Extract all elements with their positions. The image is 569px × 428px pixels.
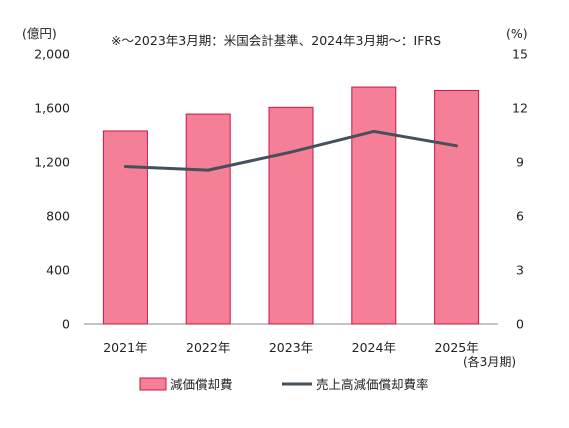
- left-tick-label: 0: [62, 317, 70, 332]
- right-axis-ticks: 0 3 6 9 12 15: [512, 47, 528, 332]
- bar: [185, 113, 231, 325]
- right-tick-label: 0: [516, 317, 524, 332]
- left-axis-unit: (億円): [22, 26, 57, 41]
- left-tick-label: 800: [46, 209, 70, 224]
- bar: [268, 106, 314, 325]
- ratio-line: [123, 129, 459, 172]
- right-axis-unit: (%): [506, 26, 528, 41]
- x-axis-labels: 2021年 2022年 2023年 2024年 2025年: [103, 340, 479, 355]
- right-tick-label: 15: [512, 47, 528, 62]
- right-tick-label: 12: [512, 101, 528, 116]
- x-tick-label: 2024年: [352, 340, 396, 355]
- legend: 減価償却費 売上高減価償却費率: [139, 377, 429, 392]
- legend-line-label: 売上高減価償却費率: [316, 377, 429, 392]
- right-tick-label: 9: [516, 155, 524, 170]
- x-tick-label: 2025年: [434, 340, 478, 355]
- x-tick-label: 2023年: [269, 340, 313, 355]
- legend-bar-label: 減価償却費: [170, 377, 233, 392]
- bar: [434, 89, 480, 325]
- left-tick-label: 2,000: [34, 47, 70, 62]
- legend-bar-swatch: [139, 377, 167, 391]
- left-tick-label: 400: [46, 263, 70, 278]
- accounting-standard-note: ※～2023年3月期：米国会計基準、2024年3月期～：IFRS: [111, 33, 441, 48]
- left-tick-label: 1,200: [34, 155, 70, 170]
- x-tick-label: 2022年: [186, 340, 230, 355]
- x-axis-note: (各3月期): [463, 354, 516, 369]
- left-tick-label: 1,600: [34, 101, 70, 116]
- bar: [351, 86, 397, 325]
- bar-series: [102, 86, 480, 325]
- left-axis-ticks: 0 400 800 1,200 1,600 2,000: [34, 47, 70, 332]
- right-tick-label: 6: [516, 209, 524, 224]
- x-tick-label: 2021年: [103, 340, 147, 355]
- right-tick-label: 3: [516, 263, 524, 278]
- bar: [102, 130, 148, 325]
- line-series: [123, 129, 459, 172]
